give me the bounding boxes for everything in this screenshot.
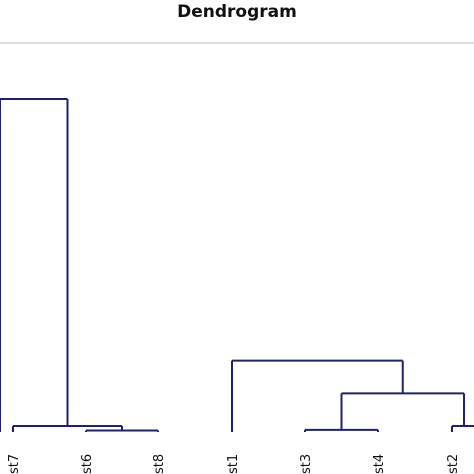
leaf-label-st1: st1 [226,454,241,474]
leaf-label-st6: st6 [80,454,95,474]
dendrogram-links [0,98,474,432]
leaf-label-st7: st7 [7,454,22,474]
leaf-label-st4: st4 [372,454,387,474]
leaf-label-st3: st3 [299,454,314,474]
leaf-labels: st7 st6 st8 st1 st3 st4 st2 [7,454,461,474]
leaf-label-st2: st2 [446,454,461,474]
chart-title: Dendrogram [177,2,297,22]
leaf-label-st8: st8 [152,454,167,474]
